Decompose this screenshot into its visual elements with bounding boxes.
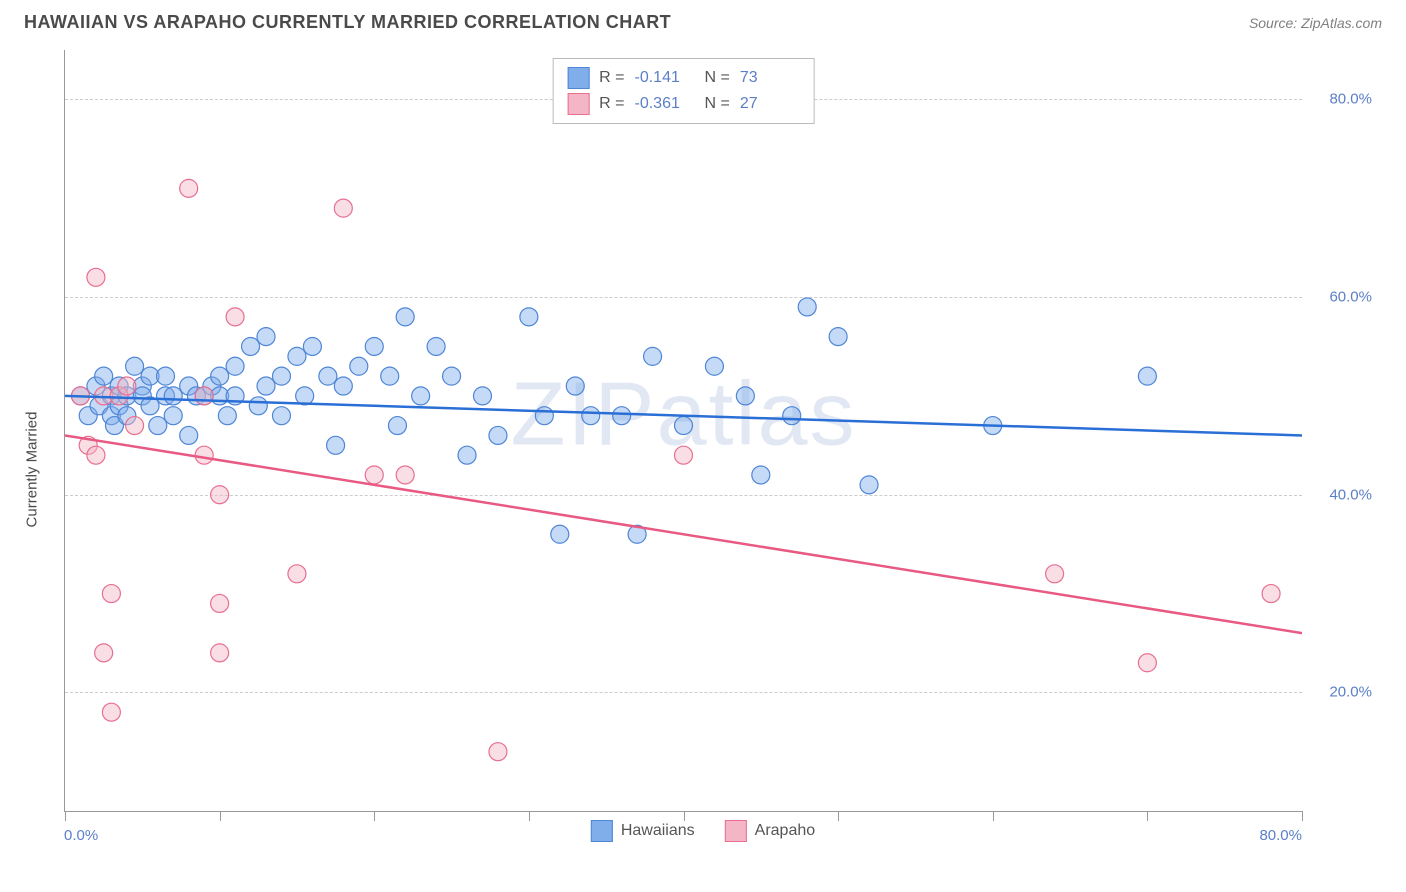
- n-label: N =: [705, 69, 730, 87]
- y-tick-label: 20.0%: [1329, 684, 1372, 701]
- swatch-arapaho-icon: [567, 93, 589, 115]
- legend-item-arapaho: Arapaho: [725, 820, 816, 842]
- legend-row-hawaiians: R = -0.141 N = 73: [567, 65, 800, 91]
- r-label: R =: [599, 69, 624, 87]
- n-value-arapaho: 27: [740, 95, 800, 113]
- r-label: R =: [599, 95, 624, 113]
- chart-title: HAWAIIAN VS ARAPAHO CURRENTLY MARRIED CO…: [24, 12, 671, 33]
- source-label: Source: ZipAtlas.com: [1249, 15, 1382, 31]
- y-tick-label: 40.0%: [1329, 486, 1372, 503]
- r-value-hawaiians: -0.141: [635, 69, 695, 87]
- r-value-arapaho: -0.361: [635, 95, 695, 113]
- chart-container: Currently Married ZIPatlas R = -0.141 N …: [24, 50, 1382, 872]
- legend-row-arapaho: R = -0.361 N = 27: [567, 91, 800, 117]
- plot-area: ZIPatlas R = -0.141 N = 73 R = -0.361 N …: [64, 50, 1302, 812]
- legend-label-arapaho: Arapaho: [755, 822, 816, 840]
- x-axis-min-label: 0.0%: [64, 827, 98, 844]
- legend-correlation: R = -0.141 N = 73 R = -0.361 N = 27: [552, 58, 815, 124]
- scatter-svg: [65, 50, 1302, 811]
- swatch-arapaho-icon: [725, 820, 747, 842]
- swatch-hawaiians-icon: [591, 820, 613, 842]
- y-tick-label: 60.0%: [1329, 289, 1372, 306]
- legend-series: Hawaiians Arapaho: [591, 820, 815, 842]
- y-axis-label: Currently Married: [24, 412, 41, 528]
- legend-item-hawaiians: Hawaiians: [591, 820, 695, 842]
- x-axis-max-label: 80.0%: [1259, 827, 1302, 844]
- swatch-hawaiians-icon: [567, 67, 589, 89]
- n-value-hawaiians: 73: [740, 69, 800, 87]
- n-label: N =: [705, 95, 730, 113]
- legend-label-hawaiians: Hawaiians: [621, 822, 695, 840]
- y-tick-label: 80.0%: [1329, 91, 1372, 108]
